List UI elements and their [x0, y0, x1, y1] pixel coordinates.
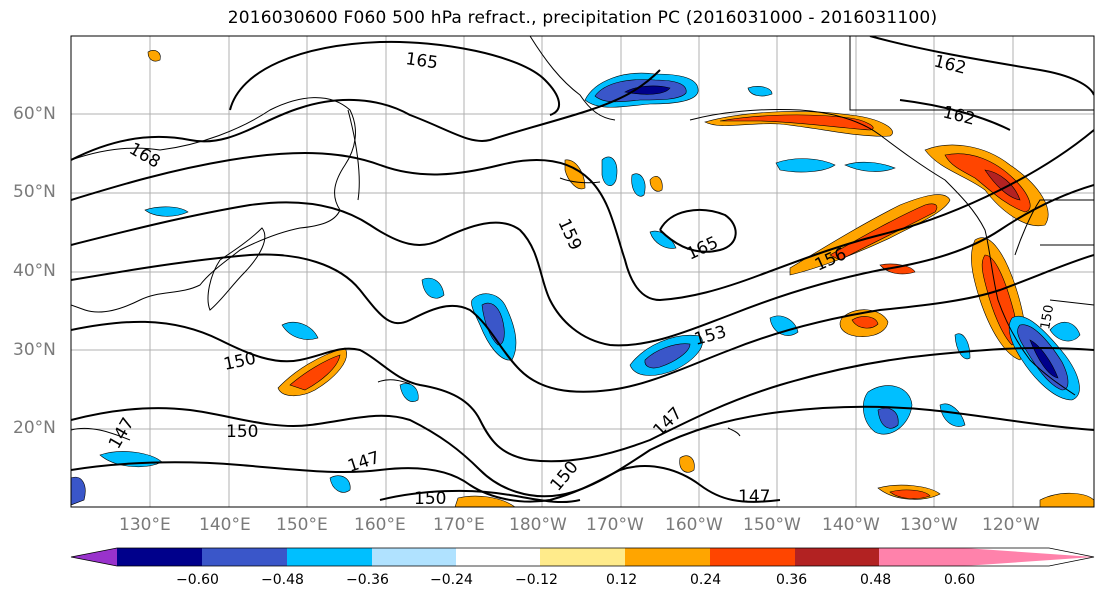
colorbar-tick-label: 0.12 [606, 572, 638, 588]
colorbar-bin [879, 548, 964, 566]
contour-162 [899, 99, 1011, 131]
contour-label: 150 [226, 422, 258, 442]
contour-label: 165 [404, 49, 439, 73]
colorbar-bin [456, 548, 540, 566]
lon-label-160e: 160°E [354, 515, 406, 535]
lat-label-40n: 40°N [13, 261, 56, 281]
colorbar-bin [117, 548, 202, 566]
colorbar-tick-label: −0.48 [261, 572, 304, 588]
lon-label-120w: 120°W [982, 515, 1040, 535]
colorbar-tick-label: −0.60 [176, 572, 219, 588]
colorbar-tick-label: −0.24 [430, 572, 473, 588]
coastline-north-america [689, 108, 1076, 396]
contour-147 [71, 405, 1094, 498]
lon-label-140e: 140°E [199, 515, 251, 535]
colorbar-tick-label: 0.60 [944, 572, 976, 588]
lat-label-30n: 30°N [13, 340, 56, 360]
contour-147-south [71, 461, 781, 503]
border-alaska-canada [849, 36, 1094, 111]
lon-label-150w: 150°W [743, 515, 801, 535]
contour-162-north [869, 36, 1094, 96]
lon-label-150e: 150°E [276, 515, 328, 535]
lon-label-170e: 170°E [433, 515, 485, 535]
lat-label-50n: 50°N [13, 182, 56, 202]
map-plot-area: 165 162 162 168 159 165 156 153 150 150 … [71, 36, 1094, 509]
contour-156 [71, 184, 1094, 347]
coastlines [71, 36, 1094, 441]
lon-label-130e: 130°E [119, 515, 171, 535]
colorbar-outline [70, 547, 1095, 567]
graticule [71, 36, 1094, 507]
colorbar-tick-label: 0.48 [860, 572, 892, 588]
colorbar-extend-high [964, 548, 1094, 566]
contour-label: 150 [1038, 304, 1057, 331]
height-contours [71, 36, 1094, 504]
contour-150-south [379, 489, 581, 504]
lon-label-180w: 180°W [509, 515, 567, 535]
lon-label-160w: 160°W [665, 515, 723, 535]
precip-shading [71, 50, 1094, 507]
lon-label-140w: 140°W [822, 515, 880, 535]
lon-label-170w: 170°W [586, 515, 644, 535]
colorbar-bin [710, 548, 795, 566]
contour-label: 150 [414, 489, 446, 509]
map-frame [70, 35, 1095, 508]
colorbar-tick-label: −0.36 [346, 572, 389, 588]
contour-153 [71, 253, 1094, 393]
contour-165-north [229, 40, 560, 116]
lat-label-60n: 60°N [13, 104, 56, 124]
contour-168 [71, 69, 661, 161]
map-title: 2016030600 F060 500 hPa refract., precip… [227, 8, 938, 28]
colorbar-tick-label: −0.12 [515, 572, 558, 588]
contour-159 [71, 129, 1094, 302]
colorbar-bin [287, 548, 372, 566]
coastline-japan [207, 227, 266, 311]
colorbar-extend-low [71, 548, 117, 566]
colorbar-bin [625, 548, 710, 566]
contour-165-closed [659, 209, 737, 253]
colorbar-bin [540, 548, 625, 566]
colorbar-tick-label: 0.36 [776, 572, 808, 588]
contour-150 [71, 320, 1094, 463]
colorbar-tick-label: 0.24 [690, 572, 722, 588]
colorbar-bin [372, 548, 456, 566]
coastline-east-asia [71, 97, 356, 313]
colorbar-bin [202, 548, 287, 566]
lon-label-130w: 130°W [900, 515, 958, 535]
contour-label: 147 [738, 487, 770, 507]
lat-label-20n: 20°N [13, 418, 56, 438]
colorbar-bin [795, 548, 879, 566]
colorbar [70, 547, 1095, 567]
